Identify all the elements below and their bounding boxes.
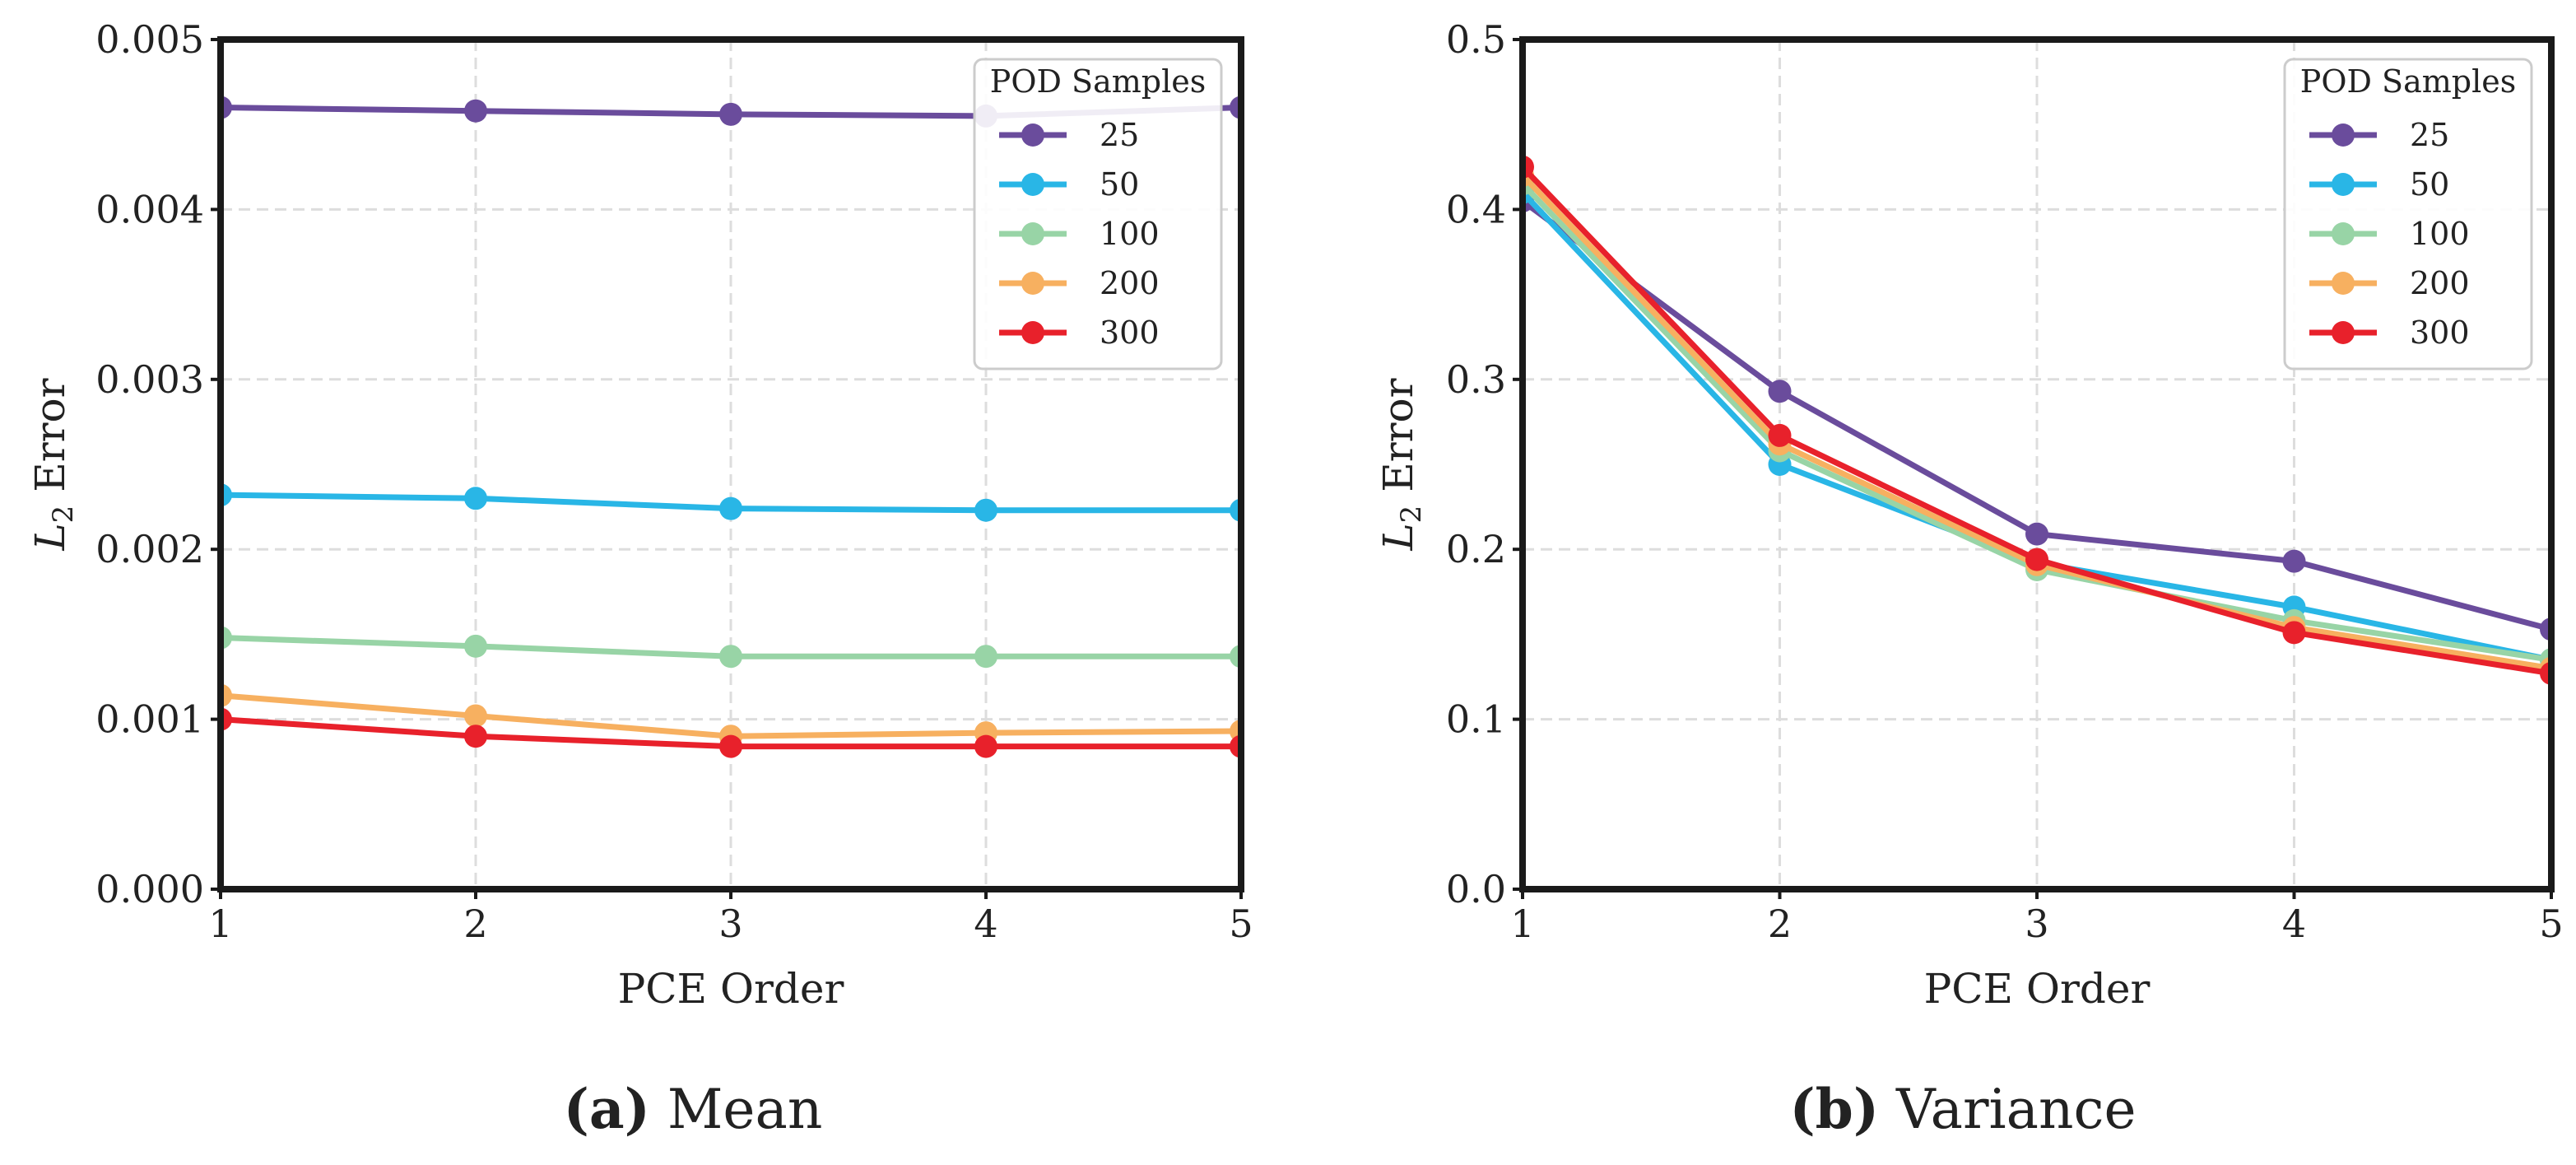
data-point-25: [719, 102, 742, 126]
x-axis-label: PCE Order: [1924, 965, 2151, 1013]
legend-label-200: 200: [1100, 265, 1160, 301]
legend-label-300: 300: [1100, 315, 1160, 351]
y-axis-label-subscript: 2: [1395, 506, 1428, 524]
x-tick-label: 5: [2539, 902, 2563, 946]
legend-marker-100: [2332, 222, 2355, 245]
legend-box: [973, 58, 1223, 370]
y-tick-label: 0.5: [1446, 17, 1506, 62]
legend-label-300: 300: [2410, 315, 2470, 351]
data-point-300: [1768, 423, 1792, 447]
legend-label-50: 50: [1100, 166, 1139, 203]
chart-panel-mean: 1 2 3 4 5 0.000 0.001 0.002 0.003 0.004 0.005 PCE O…: [26, 17, 1253, 1141]
y-tick-label: 0.4: [1446, 187, 1506, 231]
panel-caption: (a) Mean: [564, 1077, 823, 1141]
y-tick-label: 0.005: [95, 17, 204, 62]
x-tick-label: 3: [718, 902, 742, 946]
data-point-300: [974, 734, 997, 758]
y-axis-label-main: L: [1374, 523, 1422, 551]
y-tick-label: 0.0: [1446, 867, 1506, 911]
legend-marker-50: [2332, 173, 2355, 196]
x-tick-label: 2: [463, 902, 487, 946]
data-point-300: [464, 725, 487, 748]
data-point-25: [2025, 522, 2048, 546]
legend-label-200: 200: [2410, 265, 2470, 301]
legend-title: POD Samples: [2300, 63, 2516, 100]
y-axis-label: L2 Error: [1374, 378, 1428, 551]
legend-marker-300: [2332, 321, 2355, 344]
y-tick-label: 0.001: [95, 697, 204, 742]
caption-letter: (a): [564, 1077, 650, 1141]
x-tick-label: 4: [974, 902, 997, 946]
legend-marker-25: [1021, 123, 1044, 147]
y-tick-label: 0.002: [95, 527, 204, 571]
legend-marker-200: [1021, 272, 1044, 295]
caption-text: Mean: [650, 1078, 822, 1141]
y-tick-label: 0.003: [95, 357, 204, 402]
data-point-100: [719, 645, 742, 669]
y-axis-label-rest: Error: [1374, 378, 1422, 505]
y-tick-label: 0.2: [1446, 527, 1506, 571]
legend-marker-100: [1021, 222, 1044, 245]
legend-label-25: 25: [2410, 117, 2449, 153]
data-point-50: [464, 487, 487, 510]
y-tick-label: 0.000: [95, 867, 204, 911]
legend-marker-25: [2332, 123, 2355, 147]
data-point-300: [2282, 621, 2306, 645]
legend-label-25: 25: [1100, 117, 1139, 153]
x-tick-label: 4: [2282, 902, 2306, 946]
legend-label-100: 100: [2410, 216, 2470, 252]
legend-label-100: 100: [1100, 216, 1160, 252]
legend: POD Samples 25 50 100 200 300: [973, 58, 1223, 370]
x-tick-label: 1: [1510, 902, 1534, 946]
y-axis-label: L2 Error: [26, 378, 80, 551]
panel-caption: (b) Variance: [1789, 1077, 2136, 1141]
caption-letter: (b): [1789, 1077, 1879, 1141]
data-point-100: [974, 645, 997, 669]
data-point-300: [2025, 548, 2048, 571]
y-tick-label: 0.1: [1446, 697, 1506, 742]
x-tick-label: 3: [2025, 902, 2048, 946]
legend-marker-300: [1021, 321, 1044, 344]
plot-area: [221, 96, 1241, 758]
y-axis-label-rest: Error: [26, 378, 74, 505]
data-point-50: [719, 496, 742, 520]
data-point-25: [464, 99, 487, 123]
data-point-100: [464, 634, 487, 658]
x-axis-label: PCE Order: [618, 965, 844, 1013]
data-point-25: [2282, 549, 2306, 573]
y-axis-label-main: L: [26, 523, 74, 551]
data-point-50: [974, 498, 997, 522]
data-point-25: [1768, 380, 1792, 403]
legend-marker-50: [1021, 173, 1044, 196]
data-point-300: [719, 734, 742, 758]
legend-title: POD Samples: [990, 63, 1206, 100]
x-tick-label: 5: [1229, 902, 1253, 946]
legend-marker-200: [2332, 272, 2355, 295]
x-tick-label: 2: [1768, 902, 1792, 946]
legend-label-50: 50: [2410, 166, 2449, 203]
y-tick-label: 0.004: [95, 187, 204, 231]
x-tick-label: 1: [208, 902, 232, 946]
y-axis-label-subscript: 2: [47, 506, 80, 524]
legend-box: [2283, 58, 2533, 370]
data-point-200: [464, 704, 487, 728]
caption-text: Variance: [1879, 1078, 2136, 1141]
y-tick-label: 0.3: [1446, 357, 1506, 402]
legend: POD Samples 25 50 100 200 300: [2283, 58, 2533, 370]
